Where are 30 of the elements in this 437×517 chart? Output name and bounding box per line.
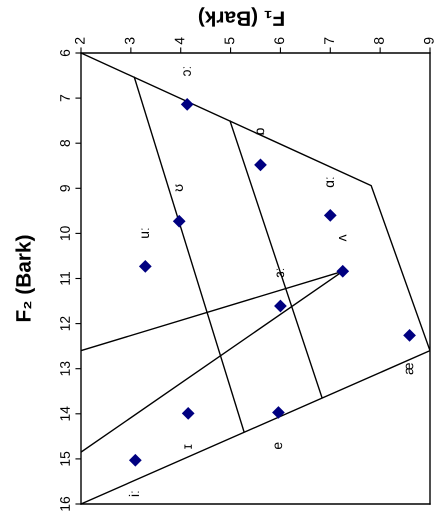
- x-tick-label: 7: [324, 38, 334, 44]
- y-tick-label: 10: [60, 226, 70, 240]
- annotation: ɑː: [326, 177, 334, 188]
- y-axis-title: F₂ (Bark): [15, 236, 35, 322]
- y-tick-label: 13: [60, 362, 70, 376]
- annotation: uː: [142, 228, 150, 238]
- x-tick-label: 3: [124, 38, 135, 44]
- annotation: ɔː: [183, 66, 191, 76]
- x-tick-label: 4: [174, 37, 184, 44]
- y-tick-label: 6: [60, 50, 70, 56]
- x-tick-label: 8: [374, 38, 384, 44]
- y-tick-label: 14: [60, 406, 70, 420]
- annotation: e: [274, 442, 282, 450]
- annotation: iː: [128, 491, 139, 496]
- x-tick-label: 2: [74, 38, 85, 44]
- x-tick-label: 9: [424, 38, 434, 44]
- x-tick-label: 5: [224, 38, 234, 44]
- annotation: æ: [406, 363, 414, 374]
- annotation: ɪ: [184, 444, 192, 449]
- x-axis-title: F₁ (Bark): [198, 7, 284, 27]
- y-tick-label: 7: [60, 94, 70, 102]
- annotation: ʌ: [339, 234, 346, 242]
- y-tick-label: 15: [60, 452, 70, 466]
- y-tick-label: 8: [60, 140, 70, 146]
- annotation: ʊ: [175, 184, 183, 192]
- y-tick-label: 12: [60, 316, 70, 330]
- y-tick-label: 9: [60, 185, 70, 192]
- x-tick-label: 6: [274, 38, 284, 44]
- y-tick-label: 16: [60, 496, 70, 511]
- y-tick-label: 11: [60, 272, 70, 285]
